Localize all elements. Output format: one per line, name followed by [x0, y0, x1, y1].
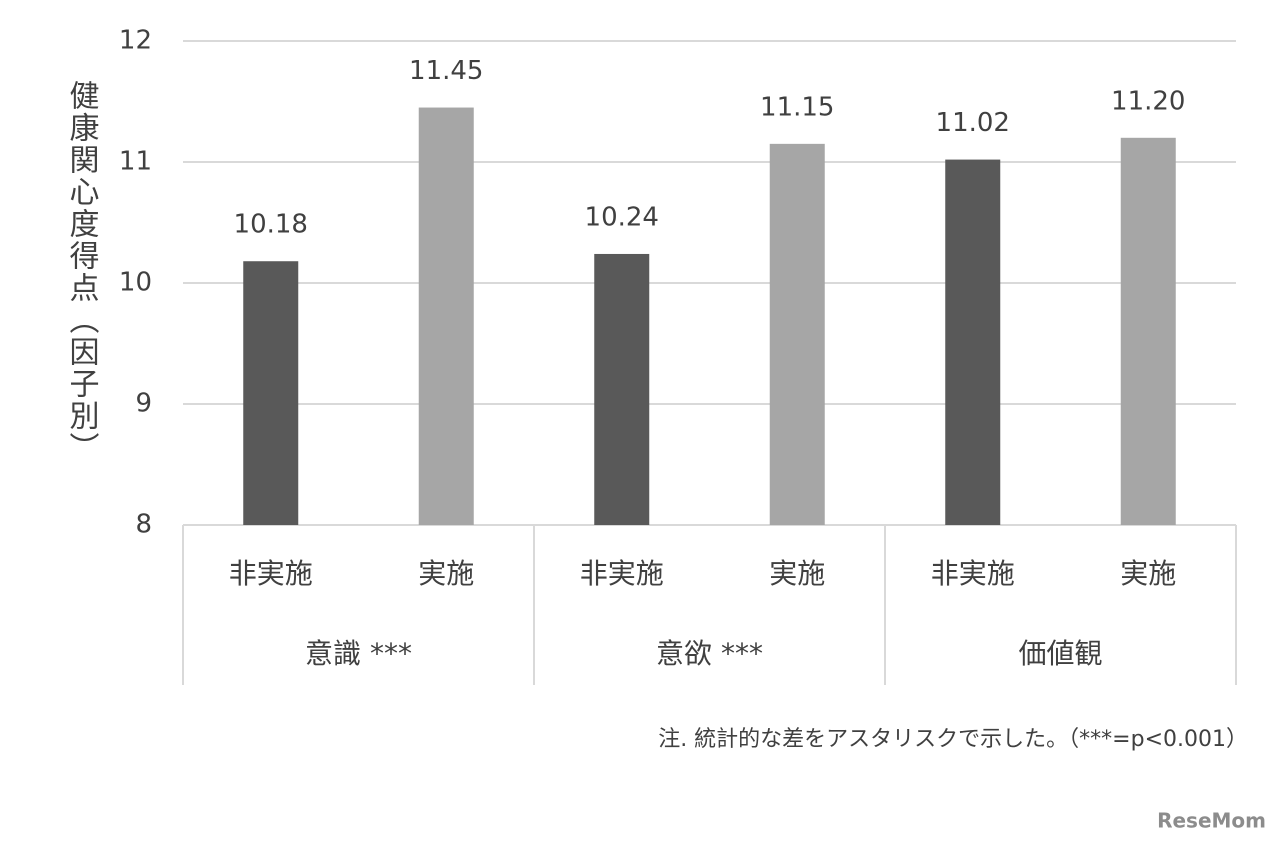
x-tick-label: 非実施	[229, 557, 313, 590]
x-tick-label: 非実施	[931, 557, 1015, 590]
y-axis-label: 健康関心度得点（因子別）	[64, 80, 100, 464]
watermark: ReseMom	[1157, 809, 1266, 833]
y-tick-label: 10	[119, 268, 152, 298]
group-label: 価値観	[1018, 637, 1102, 670]
x-tick-label: 非実施	[580, 557, 664, 590]
bar	[418, 107, 474, 526]
bar	[1120, 137, 1176, 526]
bar	[243, 261, 299, 525]
data-label: 11.02	[936, 108, 1010, 138]
y-tick-label: 9	[135, 389, 152, 419]
y-tick-label: 12	[119, 26, 152, 56]
data-label: 10.18	[234, 210, 308, 240]
data-label: 11.45	[409, 56, 483, 86]
bar	[769, 143, 825, 525]
group-label: 意識 ***	[305, 637, 412, 670]
y-tick-label: 8	[135, 510, 152, 540]
x-tick-label: 実施	[418, 557, 474, 590]
group-label: 意欲 ***	[656, 637, 763, 670]
data-label: 11.15	[760, 92, 834, 122]
bar	[945, 159, 1001, 525]
x-tick-label: 実施	[1120, 557, 1176, 590]
data-label: 10.24	[585, 202, 659, 232]
y-tick-label: 11	[119, 147, 152, 177]
note: 注. 統計的な差をアスタリスクで示した。（***=p<0.001）	[658, 727, 1248, 752]
x-tick-label: 実施	[769, 557, 825, 590]
bar	[594, 253, 650, 525]
data-label: 11.20	[1111, 86, 1185, 116]
